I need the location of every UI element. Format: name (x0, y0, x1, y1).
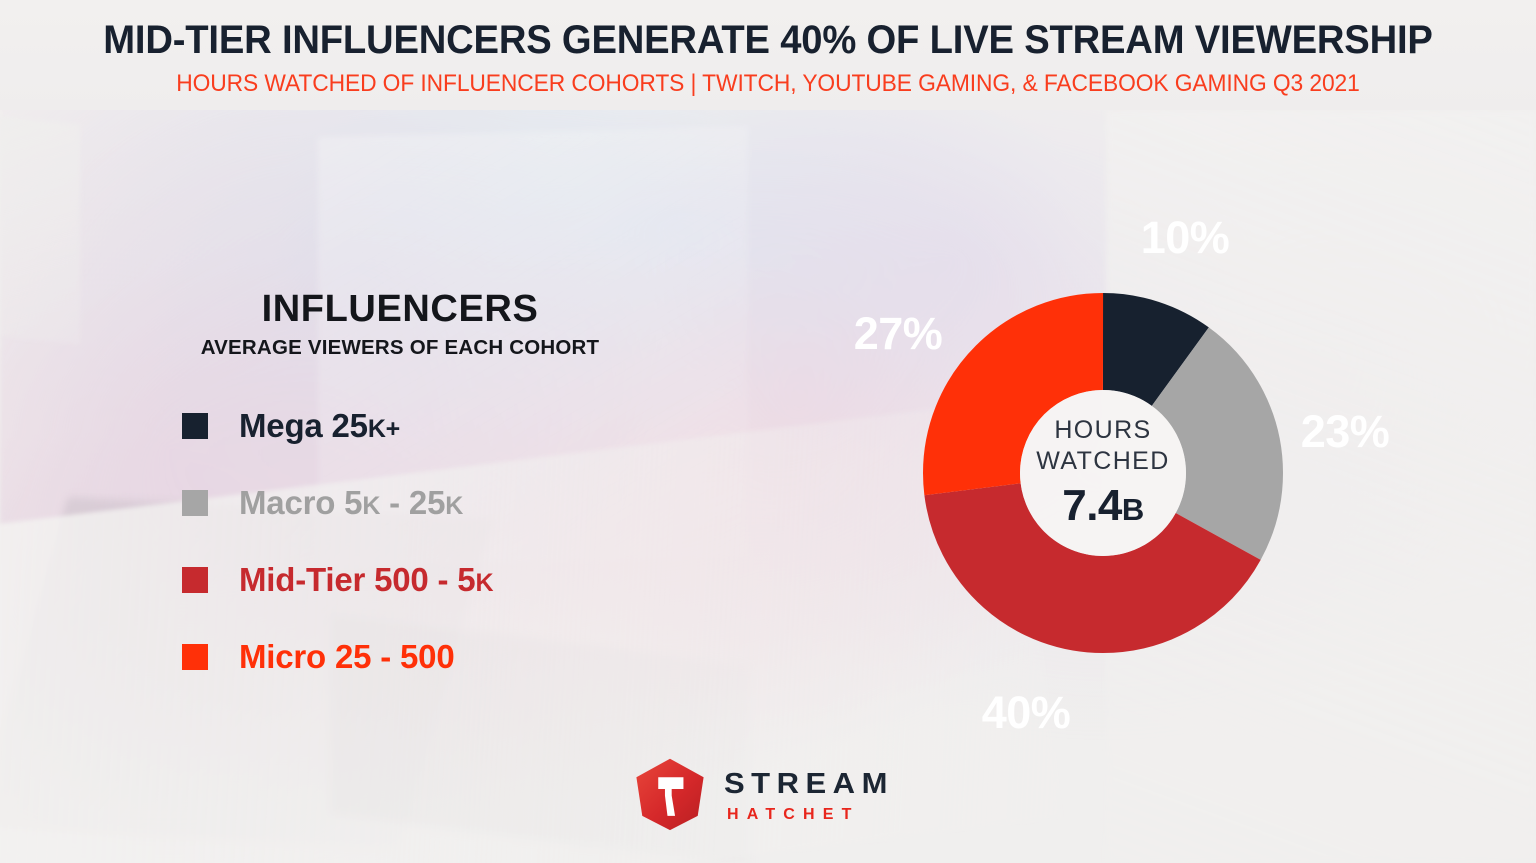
legend-heading: INFLUENCERS (261, 288, 539, 330)
legend-item-macro[interactable]: Macro 5K - 25K (90, 464, 710, 541)
legend-swatch-micro (182, 643, 208, 670)
header-band: MID-TIER INFLUENCERS GENERATE 40% OF LIV… (0, 0, 1536, 110)
legend-item-list: Mega 25K+ Macro 5K - 25K Mid-Tier 500 - … (90, 387, 710, 695)
legend-label-mega: Mega 25K+ (239, 406, 401, 444)
legend-subheading: AVERAGE VIEWERS OF EACH COHORT (200, 336, 600, 359)
donut-chart-svg (923, 293, 1283, 653)
donut-value-label-micro: 27% (853, 308, 943, 359)
legend-swatch-mega (182, 412, 208, 439)
donut-hole (1020, 390, 1186, 556)
legend-swatch-macro (182, 489, 208, 516)
donut-value-label-mega: 10% (1140, 212, 1230, 263)
legend-item-mega[interactable]: Mega 25K+ (90, 387, 710, 464)
logo-wordmark: STREAM HATCHET (724, 766, 894, 824)
legend-label-macro: Macro 5K - 25K (239, 483, 464, 521)
hatchet-shield-icon (636, 758, 704, 831)
page-subtitle: HOURS WATCHED OF INFLUENCER COHORTS | TW… (176, 70, 1360, 97)
legend-label-micro: Micro 25 - 500 (239, 637, 455, 675)
logo-word-stream: STREAM (724, 767, 894, 800)
legend-swatch-mid-tier (182, 566, 208, 593)
stream-hatchet-logo[interactable]: STREAM HATCHET (628, 752, 894, 836)
donut-value-label-mid-tier: 40% (981, 687, 1071, 738)
legend-label-mid-tier: Mid-Tier 500 - 5K (239, 560, 494, 598)
page-title: MID-TIER INFLUENCERS GENERATE 40% OF LIV… (103, 18, 1433, 62)
legend-item-micro[interactable]: Micro 25 - 500 (90, 618, 710, 695)
donut-chart: HOURS WATCHED 7.4B (923, 293, 1283, 653)
legend-panel: INFLUENCERS AVERAGE VIEWERS OF EACH COHO… (90, 288, 710, 695)
legend-item-mid-tier[interactable]: Mid-Tier 500 - 5K (90, 541, 710, 618)
background-monitor-left (0, 111, 80, 345)
donut-value-label-macro: 23% (1300, 406, 1390, 457)
logo-word-hatchet: HATCHET (727, 806, 860, 823)
